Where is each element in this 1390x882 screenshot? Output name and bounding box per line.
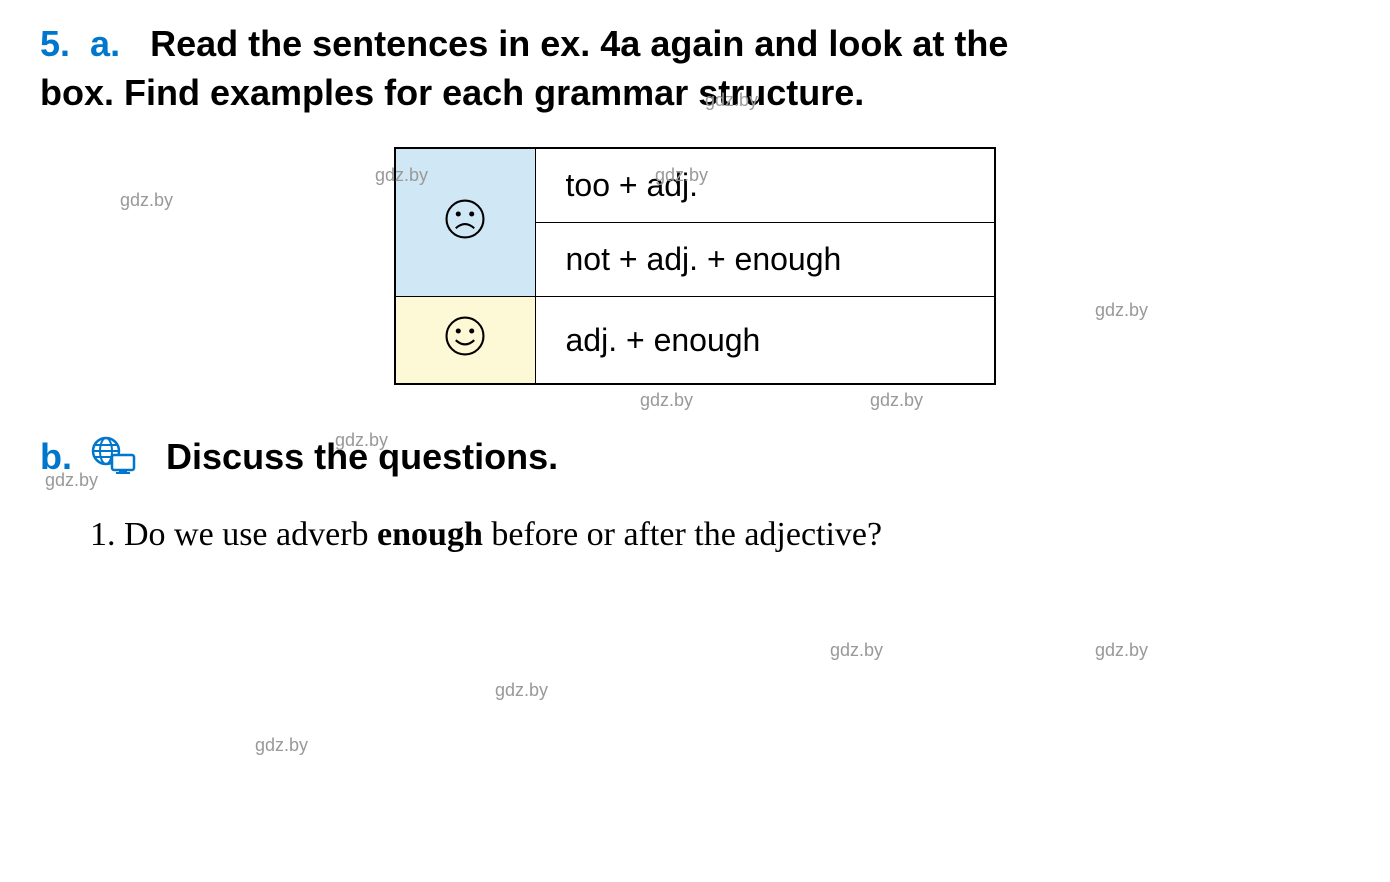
- question-after: before or after the adjective?: [483, 516, 882, 553]
- grammar-table: too + adj. not + adj. + enough adj. + en…: [394, 147, 996, 385]
- watermark: gdz.by: [640, 390, 693, 411]
- watermark: gdz.by: [495, 680, 548, 701]
- watermark: gdz.by: [870, 390, 923, 411]
- instruction-line-2: box. Find examples for each grammar stru…: [40, 72, 864, 113]
- watermark: gdz.by: [1095, 640, 1148, 661]
- happy-face-cell: [395, 297, 535, 385]
- grammar-table-container: too + adj. not + adj. + enough adj. + en…: [40, 147, 1350, 385]
- question-bold-word: enough: [377, 516, 483, 553]
- instruction-line-1: Read the sentences in ex. 4a again and l…: [150, 23, 1008, 64]
- watermark: gdz.by: [830, 640, 883, 661]
- rule-cell-3: adj. + enough: [535, 297, 995, 385]
- sad-face-icon: [444, 198, 486, 240]
- exercise-letter-b: b.: [40, 436, 72, 477]
- question-number: 1.: [90, 516, 124, 553]
- exercise-number-5: 5.: [40, 23, 70, 64]
- sad-face-cell: [395, 148, 535, 297]
- part-b-instruction: Discuss the questions.: [166, 436, 558, 477]
- happy-face-icon: [444, 315, 486, 357]
- exercise-letter-a: a.: [90, 23, 120, 64]
- question-before: Do we use adverb: [124, 516, 377, 553]
- part-b-header: b. Discuss the questions.: [40, 435, 1350, 484]
- watermark: gdz.by: [255, 735, 308, 756]
- question-1: 1. Do we use adverb enough before or aft…: [40, 509, 1350, 560]
- rule-cell-2: not + adj. + enough: [535, 223, 995, 297]
- globe-computer-icon: [90, 435, 138, 484]
- rule-cell-1: too + adj.: [535, 148, 995, 223]
- exercise-header: 5. a. Read the sentences in ex. 4a again…: [40, 20, 1350, 117]
